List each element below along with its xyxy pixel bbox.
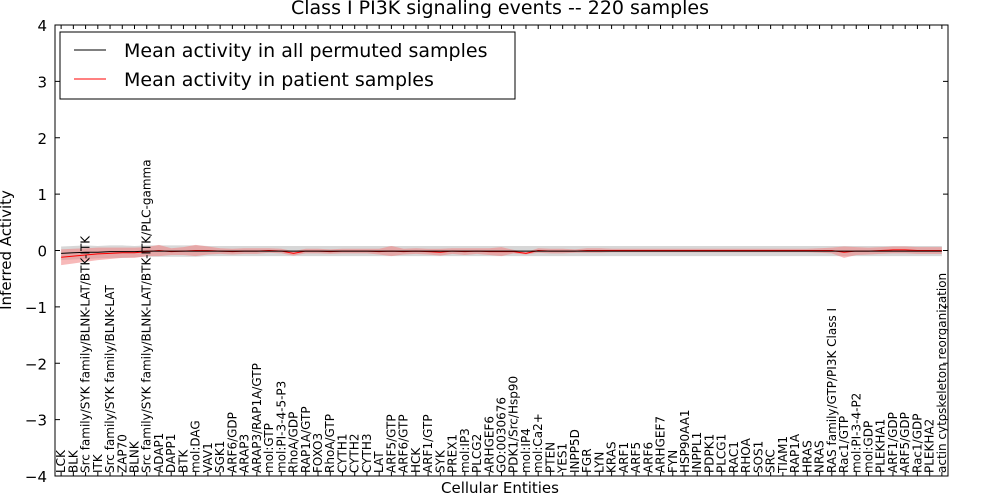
x-tick-label: mol:PI-3-4-P2 — [849, 393, 863, 473]
y-tick-label: −4 — [25, 468, 47, 486]
x-tick-label: GO:0030676 — [495, 397, 509, 473]
x-tick-label: SOS1 — [751, 441, 765, 473]
y-tick-label: 4 — [37, 17, 47, 35]
x-tick-label: PDK1/Src/Hsp90 — [507, 376, 521, 473]
x-tick-label: RAS family/GTP/PI3K Class I — [825, 308, 839, 473]
x-tick-label: mol:GTP — [262, 423, 276, 473]
x-tick-label: RhoA/GTP — [323, 414, 337, 473]
x-tick-label: PLCG1 — [715, 434, 729, 473]
x-tick-label: ARF1/GDP — [886, 412, 900, 473]
x-tick-label: PTEN — [543, 442, 557, 473]
x-tick-label: YES1 — [556, 443, 570, 474]
x-tick-label: mol:GDP — [861, 421, 875, 473]
x-tick-label: mol:IP4 — [519, 428, 533, 473]
x-tick-label: ARF1/GTP — [421, 414, 435, 473]
y-tick-label: 2 — [37, 130, 47, 148]
x-tick-label: ADAP1 — [152, 433, 166, 473]
x-tick-label: RHOA — [739, 437, 753, 473]
x-tick-label: Rac1/GTP — [837, 416, 851, 473]
x-tick-label: KRAS — [605, 441, 619, 473]
series-line-1 — [61, 249, 942, 258]
y-tick-label: 3 — [37, 73, 47, 91]
x-tick-label: LAT — [372, 451, 386, 473]
x-tick-label: SRC — [764, 449, 778, 473]
y-axis: −4 −3 −2 −1 0 1 2 3 4 — [25, 17, 948, 486]
x-tick-label: ARAP3/RAP1A/GTP — [250, 363, 264, 473]
y-tick-label: 1 — [37, 186, 47, 204]
legend-label-0: Mean activity in all permuted samples — [124, 40, 487, 62]
series-band-1 — [61, 244, 942, 266]
x-tick-label: Rac1/GDP — [910, 414, 924, 473]
x-tick-label: PLCG2 — [470, 434, 484, 473]
x-tick-label: ARF6/GDP — [225, 412, 239, 473]
x-tick-label: TIAM1 — [776, 436, 790, 474]
x-tick-label: ARF5 — [629, 442, 643, 473]
x-tick-label: RhoA/GDP — [287, 412, 301, 473]
x-tick-label: CYTH1 — [335, 434, 349, 474]
x-tick-label: HSP90AA1 — [678, 409, 692, 473]
x-tick-label: mol:PI-3-4-5-P3 — [274, 381, 288, 473]
x-tick-label: RAP1A/GTP — [299, 406, 313, 473]
x-tick-label: ITK — [91, 453, 105, 473]
y-tick-label: 0 — [37, 243, 47, 261]
x-tick-label: LCK — [54, 449, 68, 473]
x-tick-label: BLNK — [128, 440, 142, 473]
legend: Mean activity in all permuted samples Mea… — [59, 31, 516, 100]
x-tick-label: Src family/SYK family/BLNK-LAT/BTK-ITK/P… — [140, 159, 154, 473]
x-tick-label: ZAP70 — [115, 434, 129, 473]
x-tick-label: Src family/SYK family/BLNK-LAT/BTK-ITK — [79, 235, 93, 473]
x-tick-label: SGK1 — [213, 441, 227, 473]
x-tick-label: BTK — [176, 448, 190, 473]
x-tick-label: DAPP1 — [164, 434, 178, 473]
x-tick-label: ARHGEF6 — [482, 416, 496, 473]
x-tick-label: BLK — [66, 449, 80, 473]
x-tick-label: HCK — [409, 447, 423, 473]
x-tick-label: PLEKHA1 — [874, 419, 888, 473]
x-tick-label: ARAP3 — [238, 434, 252, 473]
x-tick-label: PDPK1 — [702, 434, 716, 473]
y-axis-label: Inferred Activity — [0, 190, 15, 310]
x-tick-label: CYTH3 — [360, 434, 374, 474]
x-tick-label: FOXO3 — [311, 433, 325, 473]
x-tick-label: FYN — [666, 450, 680, 473]
series-lines — [61, 249, 942, 258]
x-tick-label: ARF5/GDP — [898, 412, 912, 473]
x-tick-label: PLEKHA2 — [923, 419, 937, 473]
x-tick-label: mol:DAG — [189, 420, 203, 473]
chart-title: Class I PI3K signaling events -- 220 sam… — [291, 0, 709, 19]
legend-box — [59, 31, 516, 100]
x-tick-label: PREX1 — [446, 434, 460, 473]
y-tick-label: −3 — [25, 412, 47, 430]
x-tick-label: ARF6 — [641, 442, 655, 473]
x-tick-label: SYK — [433, 449, 447, 473]
x-tick-label: NRAS — [813, 440, 827, 473]
x-tick-label: ARF5/GTP — [384, 414, 398, 473]
x-tick-label: INPP5D — [568, 429, 582, 473]
x-tick-label: Src family/SYK family/BLNK-LAT — [103, 284, 117, 473]
x-tick-label: mol:Ca2+ — [531, 413, 545, 473]
x-tick-label: ARF1 — [617, 442, 631, 473]
x-tick-label: mol:IP3 — [458, 428, 472, 473]
x-tick-label: ARHGEF7 — [654, 416, 668, 473]
series-line-0 — [61, 250, 942, 254]
x-tick-label: RAC1 — [727, 441, 741, 473]
x-tick-label: FGR — [580, 448, 594, 473]
x-tick-label: RAP1A — [788, 433, 802, 473]
x-tick-label: INPPL1 — [690, 432, 704, 473]
x-tick-label: LYN — [592, 452, 606, 473]
x-tick-label: HRAS — [800, 440, 814, 473]
y-tick-label: −1 — [25, 299, 47, 317]
x-tick-label: ARF6/GTP — [397, 414, 411, 473]
x-axis-label: Cellular Entities — [441, 479, 559, 497]
legend-label-1: Mean activity in patient samples — [124, 69, 434, 91]
y-tick-label: −2 — [25, 355, 47, 373]
x-tick-label: actin cytoskeleton reorganization — [935, 273, 949, 473]
x-tick-label: CYTH2 — [348, 434, 362, 474]
x-tick-label: VAV1 — [201, 442, 215, 473]
confidence-bands — [61, 244, 942, 266]
